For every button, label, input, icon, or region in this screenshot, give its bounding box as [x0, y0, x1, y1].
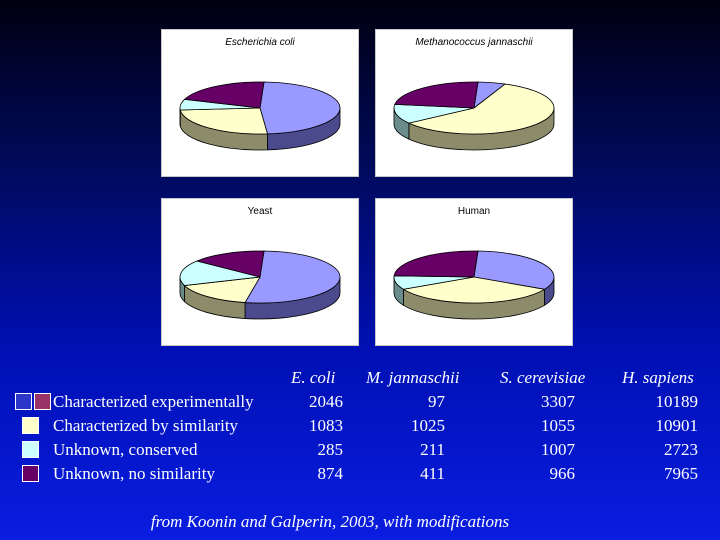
legend-swatch-experimental-blue: [15, 393, 32, 410]
pie-title: Methanococcus jannaschii: [415, 37, 533, 48]
table-cell: 1055: [541, 416, 575, 435]
table-cell: 966: [549, 464, 576, 483]
table-cell: 411: [420, 464, 445, 483]
row-label: Characterized experimentally: [53, 392, 254, 411]
pie-title: Human: [457, 206, 491, 217]
pie-slice: [394, 81, 479, 109]
table-cell: 1007: [541, 440, 575, 459]
pie-chart: [179, 250, 341, 320]
table-cell: 97: [428, 392, 445, 411]
pie-panel-ecoli: Escherichia coli: [161, 29, 359, 177]
table-cell: 2723: [664, 440, 698, 459]
pie-slice: [195, 250, 265, 278]
table-cell: 285: [317, 440, 344, 459]
pie-slice: [179, 107, 269, 135]
legend-swatch-unknown-no-similarity: [22, 465, 39, 482]
table-cell: 1025: [411, 416, 445, 435]
table-cell: 2046: [309, 392, 343, 411]
legend-swatch-unknown-conserved: [22, 441, 39, 458]
table-cell: 7965: [664, 464, 698, 483]
table-cell: 3307: [541, 392, 575, 411]
row-label: Unknown, no similarity: [53, 464, 215, 483]
pie-slice: [183, 276, 261, 303]
pie-panel-yeast: Yeast: [161, 198, 359, 346]
source-caption: from Koonin and Galperin, 2003, with mod…: [150, 512, 510, 531]
table-cell: 211: [420, 440, 445, 459]
column-header-scerevisiae: S. cerevisiae: [500, 368, 586, 387]
pie-panel-human: Human: [375, 198, 573, 346]
table-cell: 1083: [309, 416, 343, 435]
table-cell: 10189: [655, 392, 699, 411]
pie-panel-mjannaschii: Methanococcus jannaschii: [375, 29, 573, 177]
pie-chart: [393, 81, 555, 151]
column-header-hsapiens: H. sapiens: [622, 368, 694, 387]
pie-chart: [179, 81, 341, 151]
legend-swatch-experimental-purple: [34, 393, 51, 410]
legend-swatch-similarity: [22, 417, 39, 434]
row-label: Characterized by similarity: [53, 416, 239, 435]
row-label: Unknown, conserved: [53, 440, 198, 459]
pie-slice: [183, 81, 265, 109]
pie-slice: [407, 83, 555, 135]
pie-title: Yeast: [247, 206, 273, 217]
pie-slice: [473, 250, 555, 290]
column-header-ecoli: E. coli: [291, 368, 336, 387]
pie-slice: [259, 81, 341, 135]
column-header-mjannaschii: M. jannaschii: [366, 368, 460, 387]
pie-slice: [244, 250, 341, 304]
table-cell: 874: [317, 464, 344, 483]
pie-slice: [393, 250, 479, 278]
pie-chart: [393, 250, 555, 320]
pie-slice: [179, 260, 261, 286]
pie-title: Escherichia coli: [225, 37, 295, 48]
table-cell: 10901: [655, 416, 699, 435]
